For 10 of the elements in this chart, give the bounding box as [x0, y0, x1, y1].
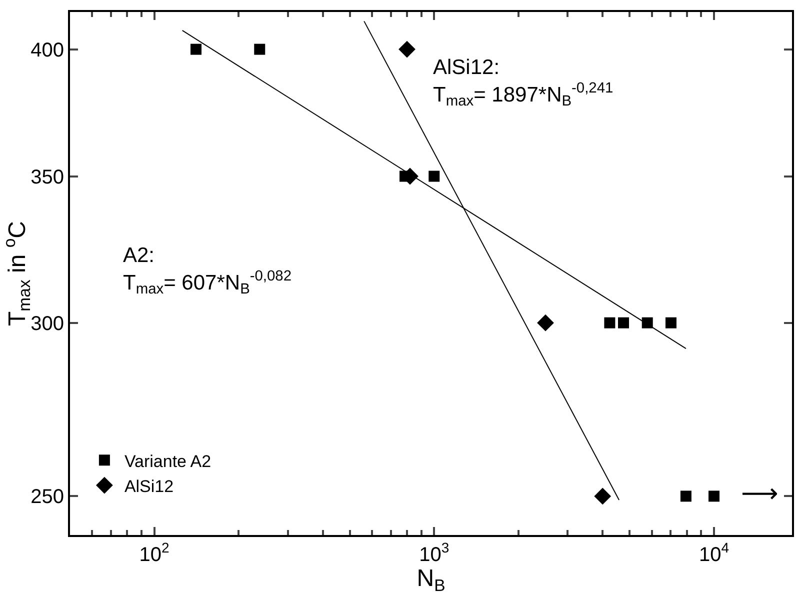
legend-label: Variante A2 — [124, 452, 212, 471]
x-tick-label: 10$^{4}$ — [698, 540, 730, 566]
x-axis-title: N$_{B}$ — [416, 564, 446, 595]
x-tick-label: 10$^{3}$ — [419, 540, 450, 566]
y-tick-label: 400 — [30, 39, 64, 62]
y-tick-label: 350 — [30, 166, 64, 188]
annotation: ⟶ — [741, 479, 778, 509]
y-tick-label: 250 — [30, 486, 64, 508]
legend-label: AlSi12 — [124, 476, 174, 496]
x-tick-label: 10$^{2}$ — [139, 540, 170, 566]
